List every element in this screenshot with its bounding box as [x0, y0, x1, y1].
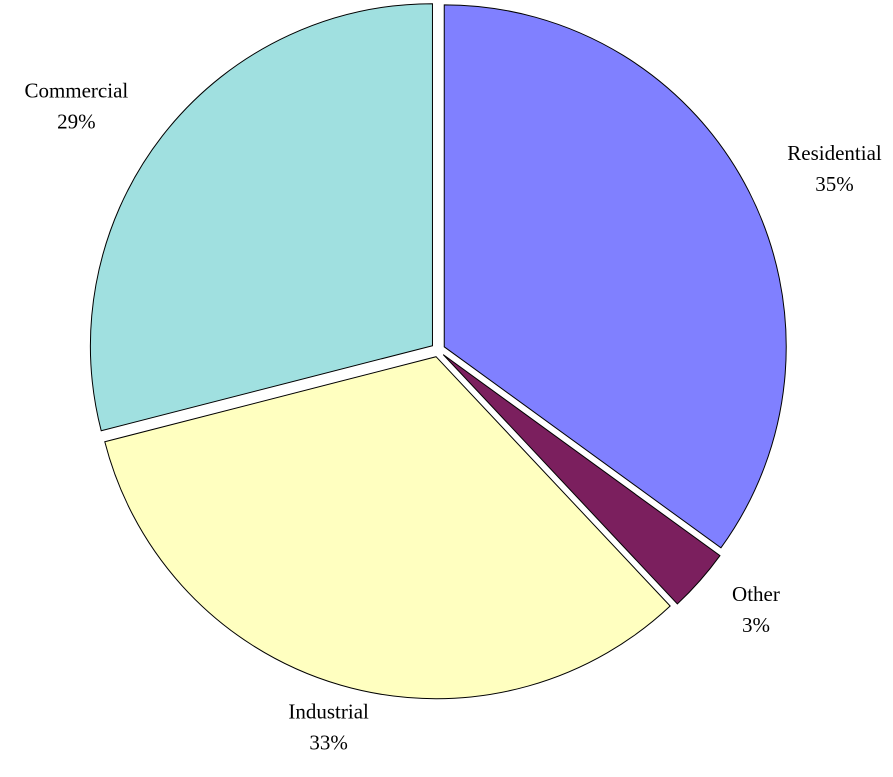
pie-slice-industrial — [104, 356, 671, 700]
pie-slice-residential — [443, 4, 787, 549]
slice-label-industrial: Industrial — [288, 699, 369, 723]
labels-layer: Residential 35% Other 3% Industrial 33% Commer… — [24, 79, 881, 755]
slices-layer — [90, 3, 787, 700]
slice-percent-industrial: 33% — [309, 730, 348, 754]
slice-percent-commercial: 29% — [57, 110, 96, 134]
slice-label-commercial: Commercial — [24, 79, 128, 103]
slice-percent-residential: 35% — [815, 172, 854, 196]
pie-slice-commercial — [90, 3, 433, 432]
pie-slice-other — [442, 354, 721, 605]
slice-label-residential: Residential — [787, 141, 882, 165]
slice-label-other: Other — [732, 582, 780, 606]
slice-percent-other: 3% — [742, 613, 770, 637]
